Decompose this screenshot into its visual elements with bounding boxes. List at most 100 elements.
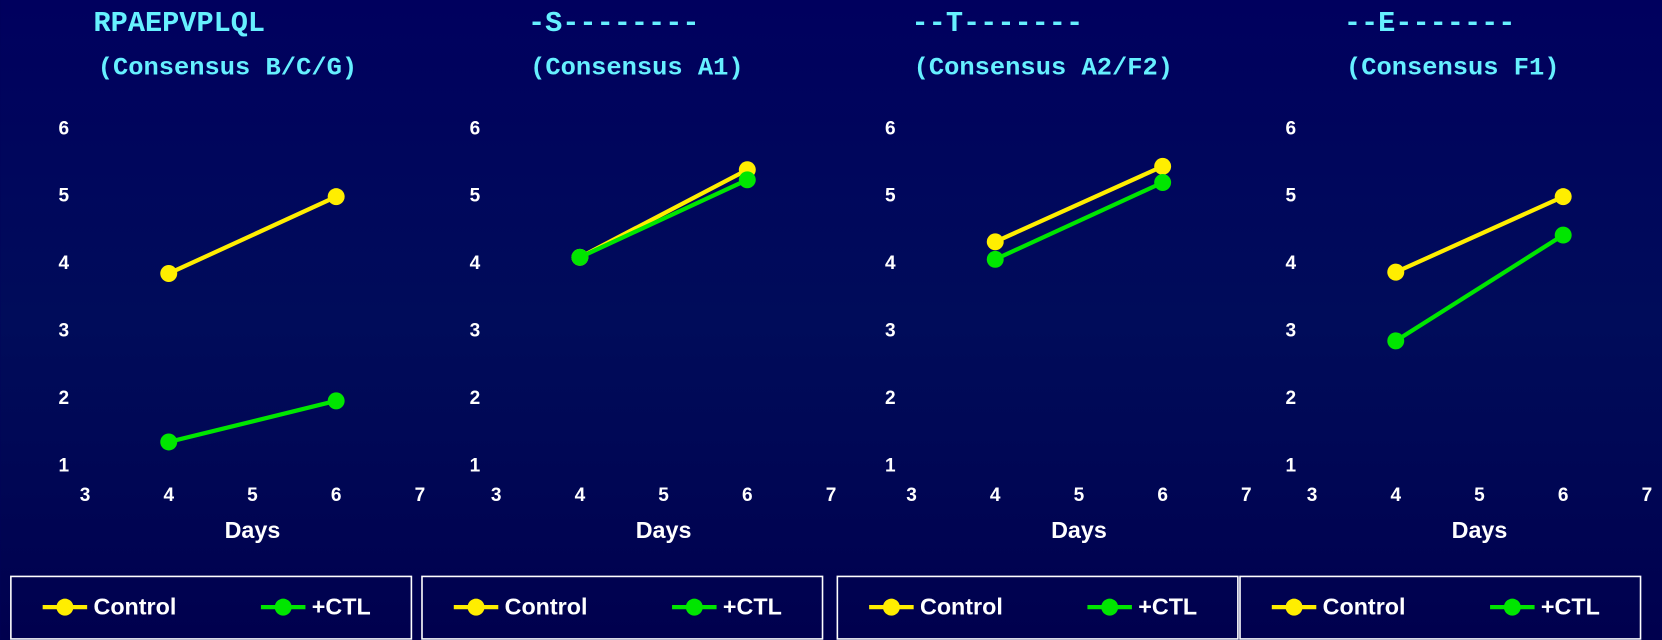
x-tick-label: 5 [247, 485, 258, 506]
y-tick-label: 1 [470, 455, 481, 476]
legend-label: +CTL [723, 593, 782, 619]
series-line [578, 177, 749, 260]
data-point [986, 250, 1004, 268]
chart-title: RPAEPVPLQL [94, 7, 266, 40]
data-point [160, 433, 178, 451]
y-tick-label: 5 [470, 186, 481, 207]
legend-marker [1101, 598, 1119, 616]
data-point [1387, 263, 1405, 281]
x-tick-label: 3 [491, 485, 502, 506]
x-tick-label: 5 [1074, 485, 1085, 506]
legend-box [1239, 575, 1642, 640]
series-line [168, 398, 337, 445]
y-tick-label: 4 [470, 253, 481, 274]
y-tick-label: 4 [1286, 253, 1297, 274]
x-tick-label: 3 [80, 485, 91, 506]
y-tick-label: 3 [885, 320, 896, 341]
legend-box [421, 575, 824, 640]
legend-label: Control [920, 593, 1003, 619]
y-tick-label: 5 [885, 186, 896, 207]
chart-subtitle: (Consensus A1) [530, 54, 744, 83]
legend-label: +CTL [1138, 593, 1197, 619]
x-axis-label: Days [225, 517, 281, 543]
chart-title: --E------- [1344, 7, 1516, 40]
legend-marker [56, 598, 74, 616]
x-tick-label: 3 [906, 485, 917, 506]
series-line [1394, 194, 1565, 275]
series-line [167, 194, 338, 276]
legend-label: Control [505, 593, 588, 619]
data-point [327, 188, 345, 206]
y-tick-label: 6 [1286, 118, 1297, 139]
y-tick-label: 4 [59, 253, 70, 274]
y-tick-label: 2 [885, 388, 896, 409]
y-tick-label: 4 [885, 253, 896, 274]
x-tick-label: 3 [1307, 485, 1318, 506]
y-tick-label: 2 [1286, 388, 1297, 409]
legend-box [836, 575, 1239, 640]
x-tick-label: 6 [742, 485, 753, 506]
legend-marker [685, 598, 703, 616]
x-axis-label: Days [1051, 517, 1107, 543]
legend-marker [882, 598, 900, 616]
y-tick-label: 1 [1286, 455, 1297, 476]
data-point [571, 248, 589, 266]
chart-subtitle: (Consensus B/C/G) [98, 54, 357, 83]
data-point [1554, 226, 1572, 244]
y-tick-label: 1 [59, 455, 70, 476]
y-tick-label: 3 [470, 320, 481, 341]
data-point [1387, 332, 1405, 350]
x-tick-label: 6 [1558, 485, 1569, 506]
x-tick-label: 7 [826, 485, 837, 506]
x-tick-label: 4 [163, 485, 174, 506]
legend-label: Control [1323, 593, 1406, 619]
data-point [1154, 174, 1172, 191]
y-tick-label: 6 [59, 118, 70, 139]
x-tick-label: 5 [658, 485, 669, 506]
legend-label: Control [94, 593, 177, 619]
y-tick-label: 3 [1286, 320, 1297, 341]
legend-marker [467, 598, 485, 616]
legend-marker [1503, 598, 1521, 616]
x-axis-label: Days [636, 517, 692, 543]
data-point [1154, 157, 1172, 175]
x-tick-label: 7 [1642, 485, 1653, 506]
legend-marker [274, 598, 292, 616]
legend-box [10, 575, 413, 640]
x-axis-label: Days [1452, 517, 1508, 543]
y-tick-label: 6 [470, 118, 481, 139]
y-tick-label: 5 [59, 186, 70, 207]
series-line [1394, 233, 1565, 343]
legend-label: +CTL [1541, 593, 1600, 619]
y-tick-label: 2 [59, 388, 70, 409]
x-tick-label: 5 [1474, 485, 1485, 506]
legend-marker [1285, 598, 1303, 616]
y-tick-label: 1 [885, 455, 896, 476]
series-line [994, 180, 1164, 262]
data-point [1554, 188, 1572, 206]
x-tick-label: 6 [1157, 485, 1168, 506]
y-tick-label: 2 [470, 388, 481, 409]
data-point [160, 265, 178, 282]
legend-label: +CTL [312, 593, 371, 619]
x-tick-label: 4 [990, 485, 1001, 506]
chart-title: --T------- [912, 7, 1084, 40]
x-tick-label: 4 [575, 485, 586, 506]
data-point [986, 233, 1004, 251]
y-tick-label: 3 [59, 320, 70, 341]
y-tick-label: 6 [885, 118, 896, 139]
chart-title: -S-------- [528, 7, 700, 40]
x-tick-label: 6 [331, 485, 342, 506]
chart-subtitle: (Consensus A2/F2) [914, 54, 1173, 83]
x-tick-label: 4 [1390, 485, 1401, 506]
y-tick-label: 5 [1286, 186, 1297, 207]
x-tick-label: 7 [415, 485, 426, 506]
data-point [327, 392, 345, 410]
series-line [994, 164, 1164, 244]
x-tick-label: 7 [1241, 485, 1252, 506]
chart-subtitle: (Consensus F1) [1346, 54, 1560, 83]
data-point [738, 171, 756, 189]
